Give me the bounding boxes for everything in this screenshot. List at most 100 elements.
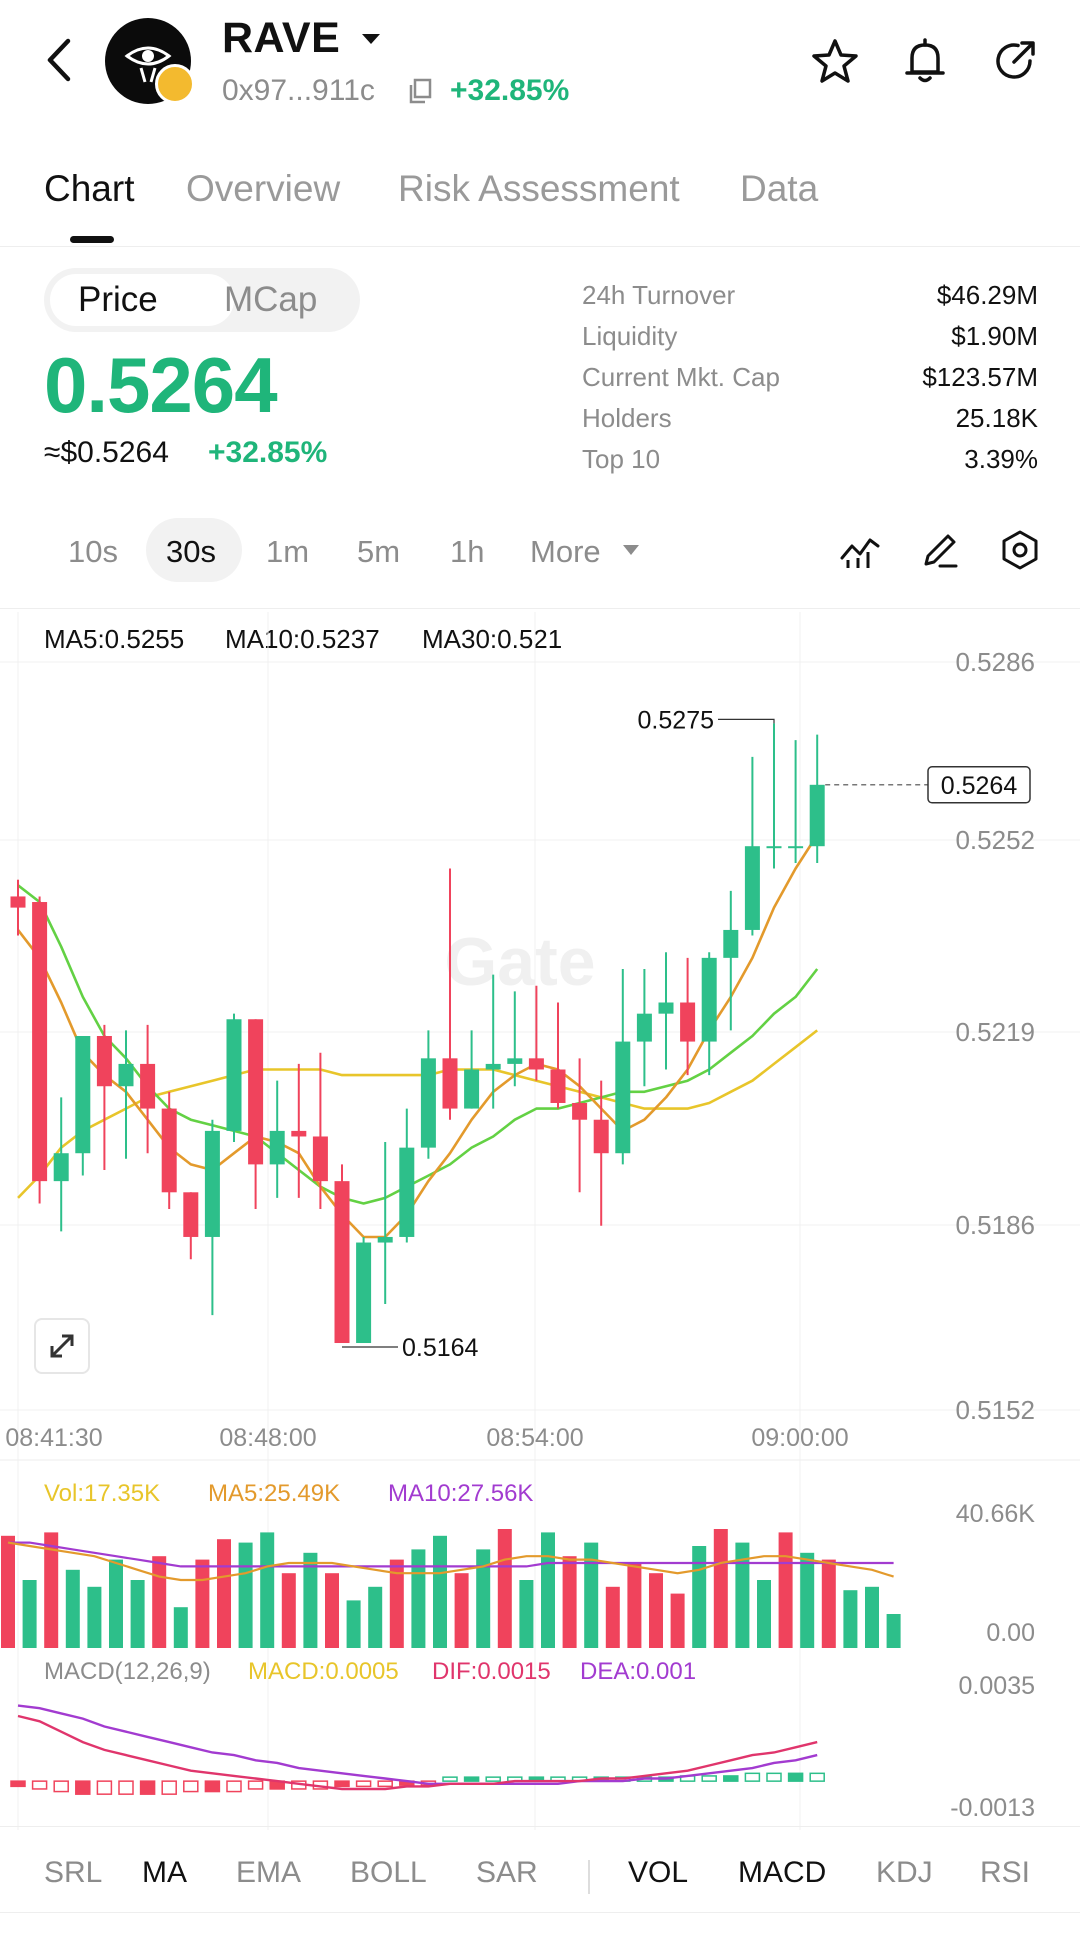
ma30-line xyxy=(17,1029,818,1199)
volume-axis-label: 40.66K xyxy=(956,1500,1036,1528)
fullscreen-button[interactable] xyxy=(34,1318,90,1374)
stat-label-holders: Holders xyxy=(582,403,672,433)
tab-data[interactable]: Data xyxy=(740,168,819,209)
interval-5m[interactable]: 5m xyxy=(357,534,401,569)
high-leader-line xyxy=(718,718,775,724)
volume-bar xyxy=(843,1590,858,1648)
volume-bar xyxy=(1,1535,15,1648)
price-change-percent: +32.85% xyxy=(208,436,328,469)
chart-top-divider xyxy=(0,608,1080,609)
interval-1m[interactable]: 1m xyxy=(266,534,310,569)
volume-ma5-line xyxy=(7,1541,894,1582)
draw-pencil-icon[interactable] xyxy=(918,528,962,572)
time-tick-label: 08:41:30 xyxy=(5,1424,102,1452)
ma10-line xyxy=(17,884,819,1205)
ma5-line xyxy=(16,834,819,1239)
legend-ma10: MA10:0.5237 xyxy=(225,624,380,654)
volume-bar xyxy=(692,1546,707,1648)
tab-risk-assessment[interactable]: Risk Assessment xyxy=(398,168,680,209)
volume-bar xyxy=(497,1529,512,1648)
indicator-srl[interactable]: SRL xyxy=(44,1856,103,1889)
indicator-rsi[interactable]: RSI xyxy=(980,1856,1031,1889)
candle-body xyxy=(377,1236,393,1243)
eye-logo-icon xyxy=(124,46,172,83)
volume-chart: 40.66K 0.00 xyxy=(1,1500,1035,1648)
indicator-vol[interactable]: VOL xyxy=(628,1856,689,1889)
legend-ma30: MA30:0.521 xyxy=(422,624,563,654)
candle-body xyxy=(658,1002,674,1014)
volume-bar xyxy=(87,1586,102,1648)
legend-macd: MACD:0.0005 xyxy=(248,1658,399,1685)
volume-bar xyxy=(368,1586,383,1648)
toggle-mcap[interactable]: MCap xyxy=(224,280,318,319)
toggle-price[interactable]: Price xyxy=(78,280,158,319)
price-tick-label: 0.5219 xyxy=(955,1017,1035,1047)
indicator-chart-icon[interactable] xyxy=(838,528,882,572)
caret-down-icon[interactable] xyxy=(360,32,382,46)
candle-body xyxy=(572,1102,588,1120)
volume-bar xyxy=(22,1580,37,1648)
candle-body xyxy=(680,1002,696,1042)
macd-histogram-bar xyxy=(118,1780,134,1795)
candle-body xyxy=(507,1058,523,1064)
stat-value-mkt-cap: $123.57M xyxy=(922,362,1038,392)
volume-bar xyxy=(519,1580,534,1648)
current-price-box xyxy=(927,766,1031,804)
candle-body xyxy=(399,1147,415,1237)
macd-histogram-bar xyxy=(701,1775,717,1782)
price-mcap-toggle[interactable] xyxy=(44,268,360,332)
macd-histogram-bar xyxy=(161,1780,177,1795)
volume-bar xyxy=(433,1535,447,1648)
time-axis: 08:41:30 08:48:00 08:54:00 09:00:00 xyxy=(5,1424,848,1452)
stat-label-liquidity: Liquidity xyxy=(582,321,678,351)
indicator-ma[interactable]: MA xyxy=(142,1856,187,1889)
interval-1h[interactable]: 1h xyxy=(450,534,485,569)
time-tick-label: 09:00:00 xyxy=(751,1424,848,1452)
candles xyxy=(10,723,825,1344)
indicator-ema[interactable]: EMA xyxy=(236,1856,302,1889)
star-icon[interactable] xyxy=(810,36,860,86)
candle-body xyxy=(636,1013,652,1042)
settings-hexagon-icon[interactable] xyxy=(998,528,1042,572)
legend-vol-ma10: MA10:27.56K xyxy=(388,1480,534,1507)
indicator-kdj[interactable]: KDJ xyxy=(876,1856,933,1889)
candle-body xyxy=(809,784,825,847)
back-arrow-icon[interactable] xyxy=(40,35,80,85)
volume-bar xyxy=(109,1559,123,1648)
tabs-divider xyxy=(0,246,1080,247)
volume-ma10-line xyxy=(8,1541,894,1568)
volume-bar xyxy=(757,1580,771,1648)
copy-icon[interactable] xyxy=(408,78,432,104)
macd-histogram-bar xyxy=(31,1780,48,1790)
macd-histogram-bar xyxy=(787,1772,804,1782)
volume-bar xyxy=(195,1559,210,1648)
tab-chart[interactable]: Chart xyxy=(44,168,135,209)
macd-dif-line xyxy=(17,1714,818,1791)
token-name[interactable]: RAVE xyxy=(222,14,341,62)
interval-more[interactable]: More xyxy=(530,534,601,569)
price-tick-label: 0.5286 xyxy=(955,647,1035,677)
interval-10s[interactable]: 10s xyxy=(68,534,118,569)
price-tick-label: 0.5152 xyxy=(955,1395,1035,1425)
volume-bar xyxy=(454,1573,469,1648)
interval-30s[interactable]: 30s xyxy=(166,534,216,569)
candle-body xyxy=(291,1130,307,1137)
indicator-sar[interactable]: SAR xyxy=(476,1856,538,1889)
candle-body xyxy=(334,1181,350,1344)
contract-address: 0x97...911c xyxy=(222,74,375,107)
indicator-boll[interactable]: BOLL xyxy=(350,1856,427,1889)
more-caret-down-icon[interactable] xyxy=(622,544,640,556)
share-icon[interactable] xyxy=(990,36,1040,86)
bell-icon[interactable] xyxy=(900,36,950,86)
volume-bar xyxy=(584,1542,599,1648)
current-price: 0.5264 xyxy=(44,341,278,429)
volume-bar xyxy=(605,1586,620,1648)
tab-overview[interactable]: Overview xyxy=(186,168,341,209)
volume-bar xyxy=(217,1539,231,1648)
candle-body xyxy=(183,1192,199,1237)
legend-dif: DIF:0.0015 xyxy=(432,1658,551,1685)
volume-bar xyxy=(778,1532,793,1648)
indicator-macd[interactable]: MACD xyxy=(738,1856,827,1889)
price-tick-label: 0.5252 xyxy=(955,825,1035,855)
